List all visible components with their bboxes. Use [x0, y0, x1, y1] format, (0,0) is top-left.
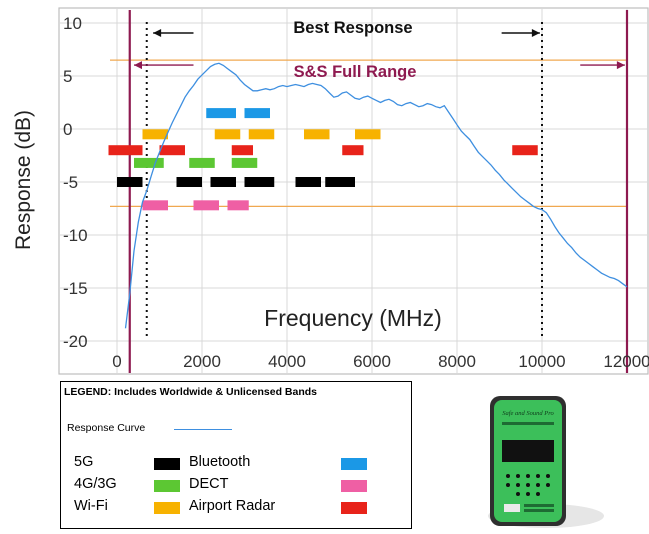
best-response-label: Best Response	[293, 19, 412, 37]
legend-label-bluetooth: Bluetooth	[189, 454, 251, 470]
band-bar-bluetooth-4	[295, 177, 321, 187]
plot-area	[58, 7, 649, 375]
band-bar-wi-fi-3	[304, 129, 330, 140]
y-tick-label-3: -5	[63, 173, 78, 192]
x-tick-label-4: 8000	[438, 352, 476, 371]
full-range-label: S&S Full Range	[294, 63, 417, 81]
response-curve-group	[124, 62, 628, 329]
band-bar-dect-2	[227, 200, 249, 211]
legend-box: LEGEND: Includes Worldwide & Unlicensed …	[60, 381, 412, 529]
band-bar-4g-3g-2	[231, 157, 258, 168]
legend-response-line	[174, 429, 232, 430]
band-bar-airport-radar-0	[108, 145, 143, 156]
band-bar-4g-3g-1	[189, 157, 215, 168]
band-bar-bluetooth-3	[244, 177, 275, 187]
y-axis-label: Response (dB)	[12, 110, 35, 250]
legend-swatch-blue	[341, 458, 367, 470]
legend-swatch-green	[154, 480, 180, 492]
band-bar-dect-0	[142, 200, 168, 211]
legend-label-dect: DECT	[189, 476, 229, 492]
x-tick-label-1: 2000	[183, 352, 221, 371]
full-range-arrow-right-head	[616, 61, 625, 70]
x-axis-label: Frequency (MHz)	[264, 305, 442, 331]
band-bar-wi-fi-0	[142, 129, 168, 140]
full-range-arrow-left-head	[134, 61, 142, 70]
x-tick-label-2: 4000	[268, 352, 306, 371]
legend-swatch-red	[341, 502, 367, 514]
band-bar-bluetooth-2	[210, 177, 236, 187]
meter-device-image: Safe and Sound Pro	[488, 396, 604, 528]
band-bar-bluetooth-0	[117, 177, 143, 187]
band-bar-bluetooth-1	[176, 177, 202, 187]
x-tick-label-0: 0	[112, 352, 121, 371]
x-tick-label-6: 12000	[603, 352, 649, 371]
best-response-arrow-left-head	[153, 29, 162, 37]
legend-label-wifi: Wi-Fi	[74, 498, 108, 514]
y-tick-label-4: -10	[63, 226, 88, 245]
legend-label-4g3g: 4G/3G	[74, 476, 117, 492]
band-bars	[108, 108, 538, 211]
band-bar-bluetooth-5	[325, 177, 355, 187]
y-tick-label-6: -20	[63, 332, 88, 351]
band-bar-dect-1	[193, 200, 219, 211]
legend-swatch-orange	[154, 502, 180, 514]
legend-swatch-pink	[341, 480, 367, 492]
y-tick-label-5: -15	[63, 279, 88, 298]
band-bar-5g-0	[206, 108, 236, 119]
legend-title: LEGEND: Includes Worldwide & Unlicensed …	[64, 386, 318, 398]
tick-labels: 10 5 0 -5 -10 -15 -20 0 2000 4000 6000 8000 10000 120…	[63, 14, 649, 371]
device-brand-text: Safe and Sound Pro	[502, 410, 554, 417]
band-bar-airport-radar-1	[159, 145, 185, 156]
legend-label-airport-radar: Airport Radar	[189, 498, 276, 514]
band-bar-airport-radar-4	[512, 145, 538, 156]
annotations: Best Response S&S Full Range	[134, 19, 625, 81]
band-bar-5g-1	[244, 108, 270, 119]
legend-label-5g: 5G	[74, 454, 94, 470]
best-response-arrow-right-head	[531, 29, 540, 37]
series-line-0	[124, 62, 628, 329]
legend-swatch-black	[154, 458, 180, 470]
x-tick-label-5: 10000	[518, 352, 565, 371]
y-tick-label-1: 5	[63, 67, 72, 86]
band-bar-airport-radar-2	[231, 145, 253, 156]
band-bar-wi-fi-2	[248, 129, 275, 140]
y-tick-label-2: 0	[63, 120, 72, 139]
y-tick-label-0: 10	[63, 14, 82, 33]
legend-response-label: Response Curve	[67, 422, 146, 434]
x-tick-label-3: 6000	[353, 352, 391, 371]
band-bar-wi-fi-4	[355, 129, 381, 140]
band-bar-wi-fi-1	[214, 129, 241, 140]
band-bar-4g-3g-0	[134, 157, 164, 168]
band-bar-airport-radar-3	[342, 145, 364, 156]
